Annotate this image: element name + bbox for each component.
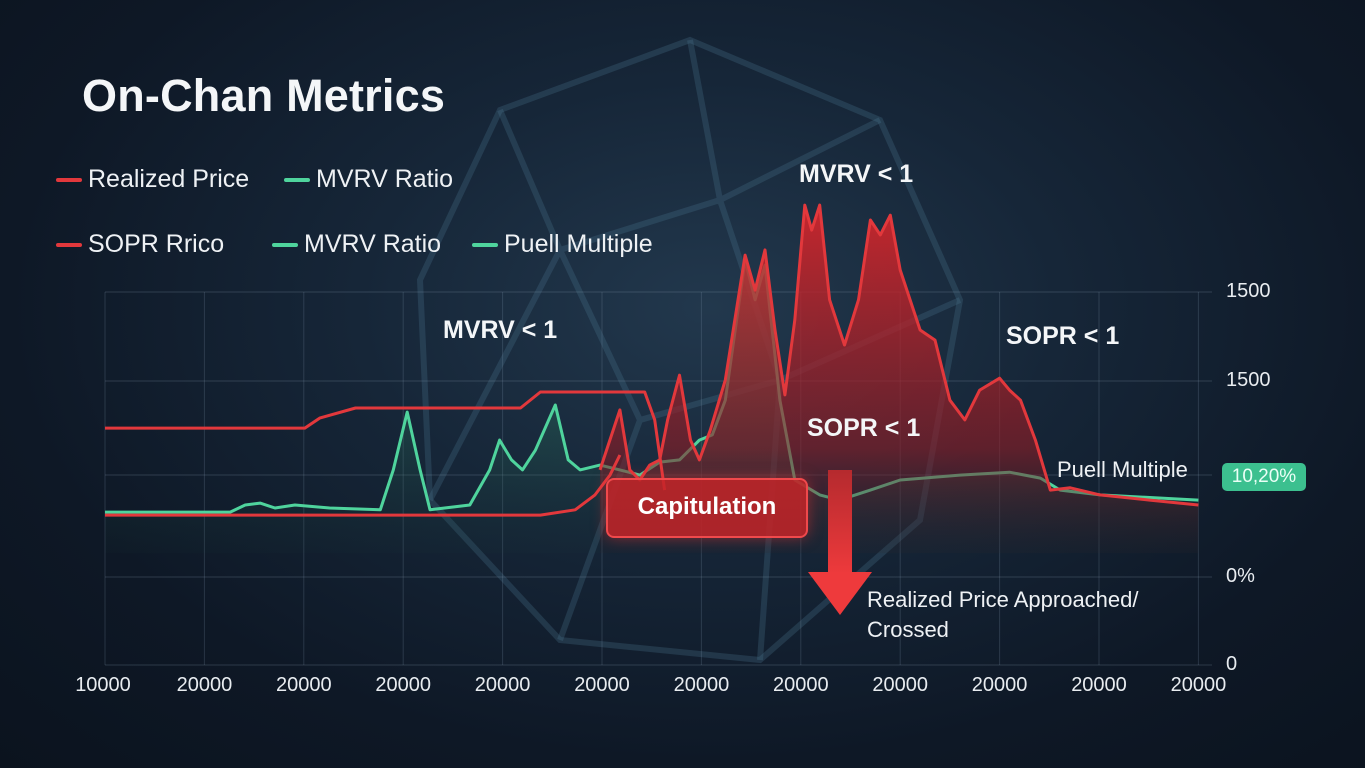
legend-item-realized-price: Realized Price [56, 165, 249, 194]
down-arrow-icon [808, 470, 872, 615]
y-tick-label: 0% [1226, 565, 1255, 587]
legend-swatch-icon [284, 177, 310, 182]
legend-label: MVRV Ratio [304, 230, 442, 258]
legend-swatch-icon [56, 177, 82, 182]
series-area-sopr-area [600, 205, 1199, 554]
chart-title: On-Chan Metrics [82, 70, 446, 121]
annotation-sopr-right: SOPR < 1 [1006, 322, 1120, 350]
series-line-sopr-area [598, 203, 1199, 507]
x-tick-label: 20000 [574, 674, 630, 696]
series-layer [105, 203, 1199, 554]
legend-label: Realized Price [88, 165, 250, 193]
series-line-realized-price [105, 390, 667, 491]
annotation-realized-price: Realized Price Approached/ Crossed [867, 585, 1139, 645]
x-tick-label: 20000 [772, 674, 829, 696]
x-tick-label: 20000 [1170, 674, 1227, 696]
annotation-line: Realized Price Approached/ [867, 587, 1139, 612]
legend-item-mvrv-ratio-2: MVRV Ratio [272, 230, 441, 259]
x-tick-label: 20000 [872, 674, 928, 696]
legend-item-sopr: SOPR Rrico [56, 230, 224, 259]
x-tick-label: 20000 [1071, 674, 1127, 696]
legend-item-mvrv-ratio: MVRV Ratio [284, 165, 453, 194]
annotation-puell: Puell Multiple [1057, 457, 1188, 482]
x-tick-label: 20000 [176, 674, 233, 696]
series-line-sopr-rrico [105, 454, 622, 517]
x-tick-label: 20000 [673, 674, 730, 696]
annotation-mvrv-top: MVRV < 1 [799, 160, 914, 188]
legend-swatch-icon [272, 242, 298, 247]
y-tick-label: 1500 [1226, 369, 1271, 391]
x-tick-label: 20000 [275, 674, 332, 696]
capitulation-label: Capitulation [606, 478, 808, 538]
legend-swatch-icon [472, 242, 498, 247]
annotation-line: Crossed [867, 617, 949, 642]
value-badge: 10,20% [1222, 463, 1306, 491]
x-tick-label: 20000 [474, 674, 531, 696]
y-tick-label: 0 [1226, 653, 1238, 675]
x-tick-label: 20000 [971, 674, 1028, 696]
x-tick-label: 20000 [375, 674, 431, 696]
legend-item-puell-multiple: Puell Multiple [472, 230, 653, 259]
annotation-mvrv-left: MVRV < 1 [443, 316, 558, 344]
y-tick-label: 1500 [1226, 280, 1271, 302]
legend-label: Puell Multiple [504, 230, 653, 258]
legend-swatch-icon [56, 242, 82, 247]
annotation-sopr-mid: SOPR < 1 [807, 414, 921, 442]
legend-label: SOPR Rrico [88, 230, 225, 258]
x-tick-label: 10000 [75, 674, 131, 696]
legend-label: MVRV Ratio [316, 165, 454, 193]
